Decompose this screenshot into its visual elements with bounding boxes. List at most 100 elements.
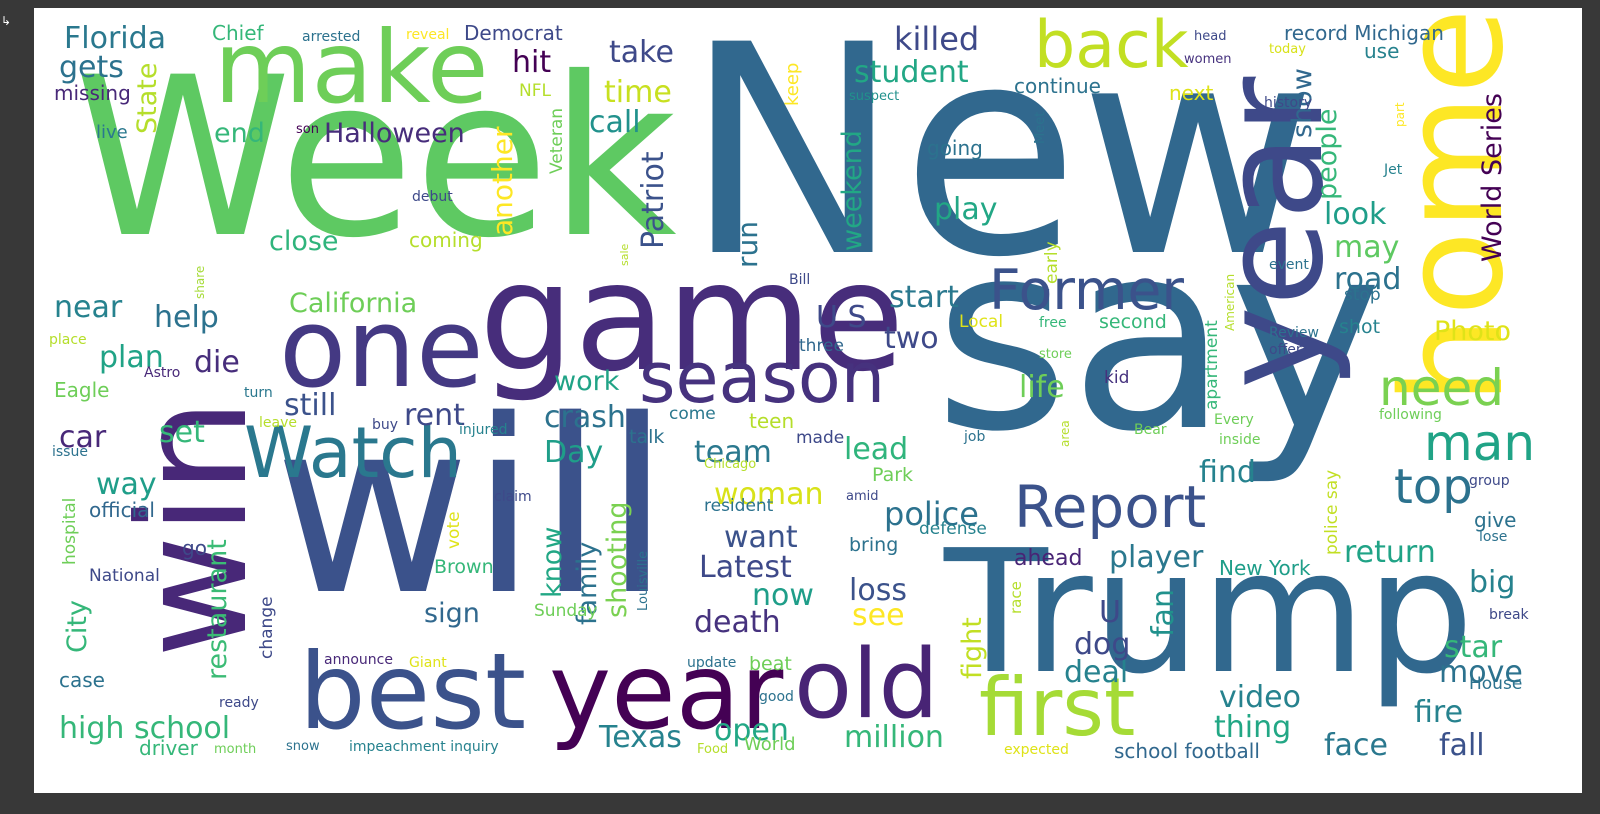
cloud-word: Trump — [944, 514, 1475, 712]
cloud-word: amid — [846, 489, 879, 504]
cloud-word: Former — [989, 258, 1184, 322]
cloud-word: going — [927, 136, 983, 160]
cloud-word: still — [284, 388, 337, 423]
cloud-word: U — [1099, 595, 1121, 630]
cloud-word: job — [964, 429, 986, 445]
cloud-word: Veteran — [547, 108, 567, 175]
cloud-word: issue — [52, 444, 88, 460]
cloud-word: people — [1312, 108, 1343, 201]
cloud-word: team — [694, 435, 772, 470]
cloud-word: play — [934, 192, 998, 227]
cloud-word: Texas — [599, 720, 682, 755]
cloud-word: debut — [412, 189, 453, 205]
cloud-word: plan — [99, 340, 164, 375]
cloud-word: help — [154, 300, 219, 335]
cloud-word: hospital — [60, 497, 80, 565]
cloud-word: Photo — [1434, 316, 1512, 347]
cloud-word: way — [96, 467, 157, 502]
cloud-word: near — [54, 290, 123, 325]
cloud-word: video — [1219, 680, 1301, 715]
cloud-word: man — [1424, 414, 1536, 472]
cloud-word: car — [59, 420, 107, 455]
cloud-word: World — [744, 734, 796, 755]
cloud-word: bring — [849, 534, 899, 556]
word-cloud-canvas: New Week say will Trump win game make year home on… — [34, 8, 1582, 793]
cloud-word: Bill — [789, 272, 811, 288]
cloud-word: time — [604, 75, 672, 110]
cloud-word: continue — [1014, 74, 1101, 98]
cloud-word: life — [1019, 370, 1065, 405]
cloud-word: take — [609, 35, 674, 70]
cloud-word: end — [214, 118, 265, 149]
cloud-word: three — [799, 336, 844, 356]
cloud-word: break — [1489, 607, 1529, 623]
cloud-word: another — [486, 126, 519, 236]
cloud-word: update — [687, 655, 737, 671]
cloud-word: restaurant — [202, 539, 233, 680]
cloud-word: announce — [324, 652, 393, 668]
cloud-word: may — [1334, 230, 1400, 265]
cloud-word: vote — [444, 511, 464, 549]
cloud-word: offer — [1269, 342, 1302, 358]
cloud-word: give — [1474, 508, 1517, 532]
cloud-word: kid — [1104, 368, 1130, 388]
cloud-word: face — [1324, 728, 1388, 763]
cloud-word: Local — [959, 312, 1004, 332]
cloud-word: million — [844, 720, 944, 755]
cloud-word: inside — [1219, 432, 1261, 448]
cloud-word: Astro — [144, 365, 181, 381]
cloud-word: Bear — [1134, 422, 1167, 438]
cloud-word: know — [537, 526, 568, 598]
cloud-word: next — [1169, 81, 1214, 105]
cloud-word: part — [1393, 102, 1407, 127]
cloud-word: need — [1379, 359, 1504, 417]
cloud-word: ahead — [1014, 546, 1083, 571]
cloud-word: early — [1042, 241, 1062, 284]
cloud-word: Every — [1214, 412, 1254, 428]
cloud-word: record Michigan — [1284, 21, 1444, 45]
cloud-word: California — [289, 288, 418, 319]
cloud-word: race — [1007, 581, 1025, 614]
cloud-word: find — [1199, 455, 1256, 490]
cloud-word: buy — [372, 417, 399, 433]
cloud-word: today — [1269, 42, 1306, 57]
cloud-word: move — [1439, 655, 1523, 690]
cloud-word: use — [1364, 39, 1400, 63]
cloud-word: set — [159, 415, 205, 450]
cloud-word: Day — [544, 435, 604, 470]
cloud-word: gets — [59, 50, 124, 85]
cloud-word: case — [59, 668, 105, 692]
cloud-word: store — [1039, 347, 1072, 362]
cloud-word: fire — [1414, 695, 1464, 730]
cloud-word: claim — [494, 489, 532, 505]
cloud-word: shot — [1339, 316, 1381, 338]
cloud-word: two — [884, 321, 939, 356]
cloud-word: call — [589, 105, 641, 140]
cloud-word: Florida — [64, 21, 167, 56]
cloud-word: resident — [704, 496, 774, 516]
cloud-word: look — [1324, 197, 1387, 232]
cloud-word: Week — [74, 30, 677, 286]
cloud-word: come — [669, 404, 716, 424]
cloud-word: National — [89, 566, 160, 586]
cloud-word: snow — [286, 739, 320, 754]
cloud-word: Jet — [1384, 162, 1403, 178]
cloud-word: back — [1034, 8, 1189, 83]
cloud-word: Democrat — [464, 21, 563, 45]
cloud-word: following — [1379, 407, 1442, 423]
cloud-word: apartment — [1202, 320, 1222, 410]
cloud-word: police — [884, 495, 979, 533]
cloud-word: New — [684, 8, 1317, 321]
cloud-word: lose — [1479, 529, 1508, 545]
cloud-word: rent — [404, 398, 465, 433]
cloud-word: history — [1264, 95, 1313, 111]
cloud-word: American — [1223, 273, 1237, 331]
cloud-word: official — [89, 498, 155, 522]
cloud-word: say — [934, 187, 1383, 489]
cloud-word: Food — [697, 742, 729, 757]
cloud-word: return — [1344, 535, 1436, 570]
cloud-word: change — [257, 596, 277, 660]
cloud-word: World Series — [1477, 93, 1508, 263]
cloud-word: star — [1444, 630, 1503, 665]
cloud-word: event — [1269, 257, 1309, 273]
